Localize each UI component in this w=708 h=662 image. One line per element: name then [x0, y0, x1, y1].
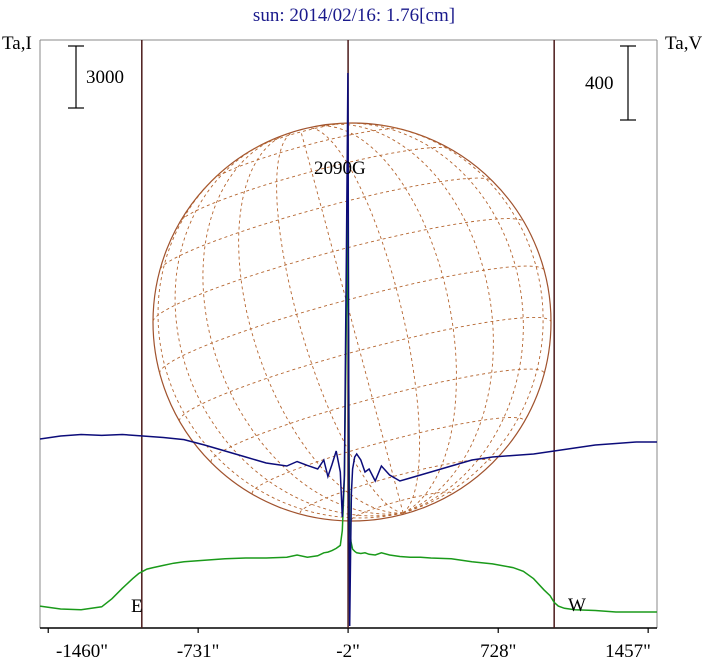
x-tick-label: -731" [177, 641, 220, 662]
grid-line [380, 124, 544, 514]
grid-line [238, 133, 404, 514]
right-scale-bar [620, 45, 636, 121]
x-tick-label: 728" [480, 641, 516, 662]
grid-line [159, 177, 492, 270]
left-scale-bar [68, 45, 84, 109]
grid-line [159, 265, 545, 374]
grid-line [300, 129, 404, 514]
peak-field-label: 2090G [314, 158, 366, 179]
heliographic-grid [152, 122, 552, 520]
grid-line [315, 125, 457, 514]
solar-disk [152, 122, 552, 522]
grid-line [344, 122, 524, 514]
grid-line [179, 316, 552, 422]
grid-line [351, 491, 452, 520]
east-limb-label: E [131, 596, 143, 617]
x-axis-ticks: -1460" -731" -2" 728" 1457" [47, 628, 651, 662]
grid-line [152, 218, 525, 322]
grid-line [174, 145, 404, 517]
grid-line [210, 368, 545, 463]
chart-title: sun: 2014/02/16: 1.76[cm] [253, 5, 455, 26]
right-scale-label: 400 [585, 73, 614, 94]
grid-line [180, 146, 450, 221]
grid-line [157, 165, 404, 519]
grid-line [257, 122, 347, 148]
series-stokes-v-line [39, 72, 657, 627]
grid-line [276, 131, 404, 514]
grid-line [308, 127, 421, 514]
x-tick-label: -1460" [56, 641, 108, 662]
left-scale-label: 3000 [86, 67, 124, 88]
x-tick-label: -2" [336, 641, 360, 662]
left-axis-label: Ta,I [2, 33, 32, 54]
west-limb-label: W [568, 595, 586, 616]
x-tick-label: 1457" [605, 641, 651, 662]
grid-line [212, 128, 402, 180]
grid-line [251, 417, 525, 494]
grid-line [202, 139, 404, 515]
grid-line [329, 123, 494, 514]
right-axis-label: Ta,V [665, 33, 702, 54]
